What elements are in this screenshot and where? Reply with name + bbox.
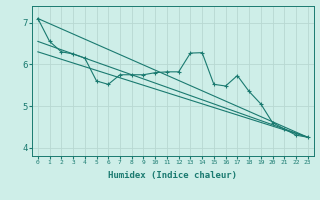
X-axis label: Humidex (Indice chaleur): Humidex (Indice chaleur) [108, 171, 237, 180]
